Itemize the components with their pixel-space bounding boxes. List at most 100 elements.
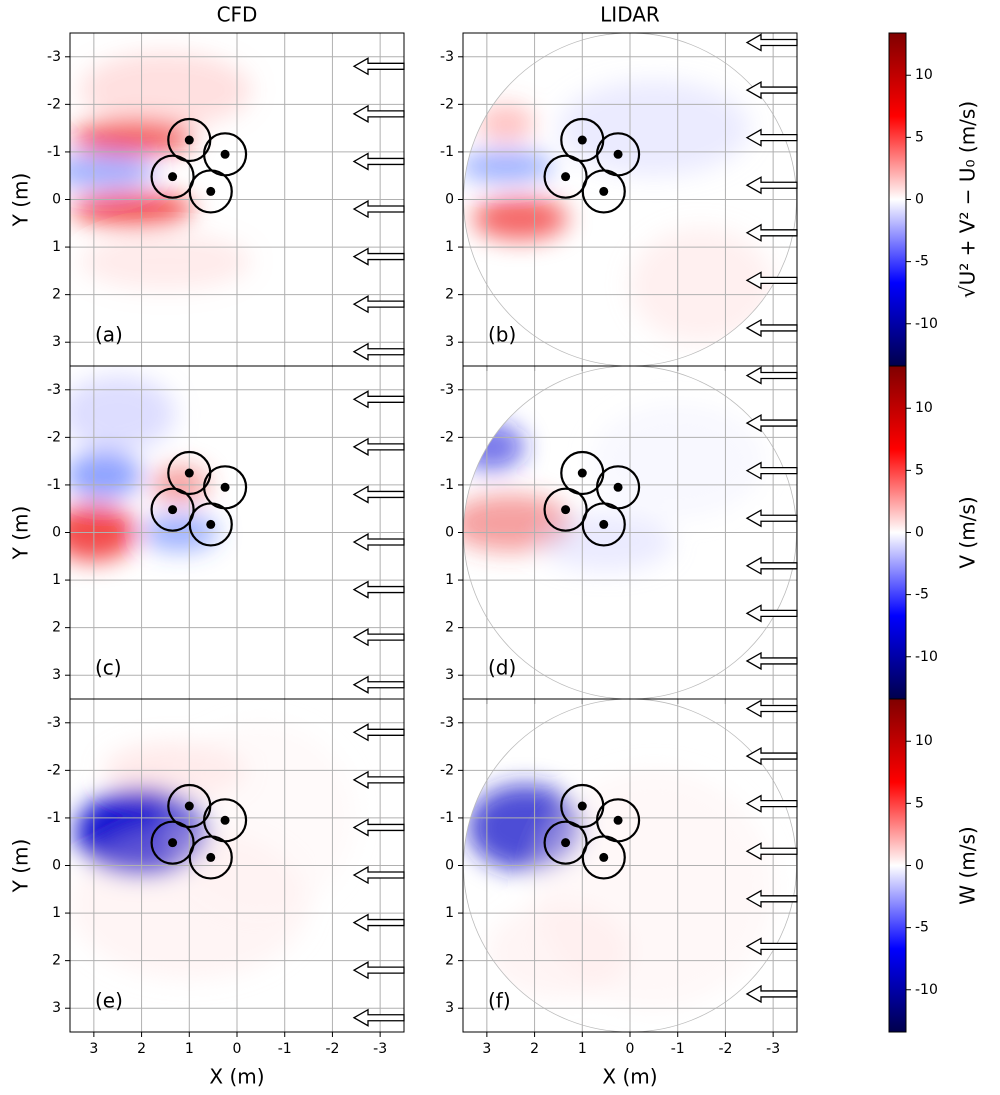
inflow-arrow (745, 699, 798, 718)
rotor (188, 835, 233, 880)
rotor (188, 169, 233, 214)
rotor (543, 820, 588, 865)
y-tick-label: 2 (445, 287, 454, 303)
rotor (581, 502, 626, 547)
y-tick-label: 1 (445, 905, 454, 921)
x-tick-label: -3 (766, 1041, 780, 1057)
colorbar-gradient (888, 365, 907, 700)
rotor (543, 154, 588, 199)
y-tick-label: -3 (47, 715, 61, 731)
y-tick-label: 0 (52, 192, 61, 208)
rotor (188, 502, 233, 547)
colorbar-tick-label: 5 (915, 795, 924, 811)
x-tick-label: -2 (718, 1041, 732, 1057)
frame (462, 698, 798, 1033)
rotor (150, 487, 195, 532)
blobs (467, 770, 774, 1009)
y-tick-label: 1 (445, 572, 454, 588)
colorbar-tick-label: 0 (915, 192, 924, 208)
x-tick-label: 0 (626, 1041, 635, 1057)
panel-label: (d) (488, 656, 516, 680)
y-tick-label: 0 (445, 858, 454, 874)
field-blob (486, 903, 630, 999)
hub (220, 815, 230, 825)
field-blob (477, 104, 535, 143)
x-tick-label: -2 (325, 1041, 339, 1057)
field-blob (630, 227, 774, 343)
colorbar-tick-label: 10 (915, 400, 933, 416)
y-tick-label: -1 (440, 810, 454, 826)
hub (561, 838, 571, 848)
x-tick-label: -1 (671, 1041, 685, 1057)
field-blob (463, 423, 526, 471)
y-tick-label: 1 (52, 239, 61, 255)
inflow-arrow (745, 366, 798, 385)
panel-label: (b) (488, 323, 516, 347)
hub (613, 482, 623, 492)
y-tick-label: 0 (445, 192, 454, 208)
y-tick-label: -3 (440, 715, 454, 731)
y-tick-label: -1 (440, 477, 454, 493)
colorbar-tick-label: -5 (915, 254, 929, 270)
y-tick-label: 2 (445, 953, 454, 969)
rotor (581, 835, 626, 880)
field-blob (70, 375, 175, 452)
panel-label: (e) (95, 989, 123, 1013)
hub (577, 801, 587, 811)
y-tick-label: -2 (47, 429, 61, 445)
y-tick-label: -3 (440, 49, 454, 65)
y-tick-label: 3 (52, 1000, 61, 1016)
hub (220, 482, 230, 492)
y-tick-label: 2 (52, 287, 61, 303)
x-tick-label: 0 (233, 1041, 242, 1057)
hub (184, 801, 194, 811)
y-tick-label: -2 (47, 762, 61, 778)
field-blob (79, 51, 252, 129)
colorbar-gradient (888, 698, 907, 1033)
hub (599, 852, 609, 862)
hub (599, 186, 609, 196)
y-axis-label: Y (m) (9, 506, 33, 561)
y-tick-label: 3 (445, 667, 454, 683)
field-blob (70, 451, 142, 500)
y-tick-label: -1 (440, 144, 454, 160)
y-tick-label: 1 (445, 239, 454, 255)
column-title: CFD (217, 3, 258, 27)
colorbar-tick-label: 0 (915, 858, 924, 874)
y-tick-label: 0 (445, 525, 454, 541)
y-tick-label: 3 (52, 334, 61, 350)
colorbar-tick-label: -5 (915, 920, 929, 936)
rotor (581, 169, 626, 214)
colorbar: -10 -5 0 5 10 √U² + V² − U₀ (m/s) (888, 32, 980, 367)
hub (577, 468, 587, 478)
field-blob (70, 120, 195, 155)
field-blob (70, 151, 156, 191)
hub (220, 149, 230, 159)
frame (69, 698, 405, 1033)
x-axis-label: X (m) (602, 1065, 657, 1089)
x-tick-label: 2 (530, 1041, 539, 1057)
y-tick-label: -2 (440, 96, 454, 112)
colorbar-tick-label: -5 (915, 587, 929, 603)
hub (599, 519, 609, 529)
y-tick-label: -3 (47, 382, 61, 398)
y-tick-label: -1 (47, 144, 61, 160)
y-tick-label: 1 (52, 572, 61, 588)
y-tick-label: 0 (52, 858, 61, 874)
colorbar-tick-label: 10 (915, 67, 933, 83)
x-tick-label: 3 (89, 1041, 98, 1057)
panel: -3 -2 -1 0 1 2 3 (b) LIDAR (440, 3, 798, 371)
colorbar-tick-label: -10 (915, 316, 938, 332)
hub (613, 149, 623, 159)
panel: -3 -2 -1 0 1 2 3 (a) CFD Y (m) (9, 3, 405, 371)
colorbar-tick-label: 5 (915, 129, 924, 145)
hub (206, 519, 216, 529)
panel-label: (a) (95, 323, 123, 347)
colorbar-tick-label: 10 (915, 733, 933, 749)
inflow-arrow (745, 651, 798, 671)
hub (184, 135, 194, 145)
panel: 3 2 1 0 -1 -2 -3 -3 -2 -1 0 1 2 3 (f) X (m) (440, 698, 798, 1089)
colorbar-label: V (m/s) (956, 496, 980, 568)
colorbar-label: √U² + V² − U₀ (m/s) (956, 101, 980, 298)
panel-label: (f) (488, 989, 511, 1013)
